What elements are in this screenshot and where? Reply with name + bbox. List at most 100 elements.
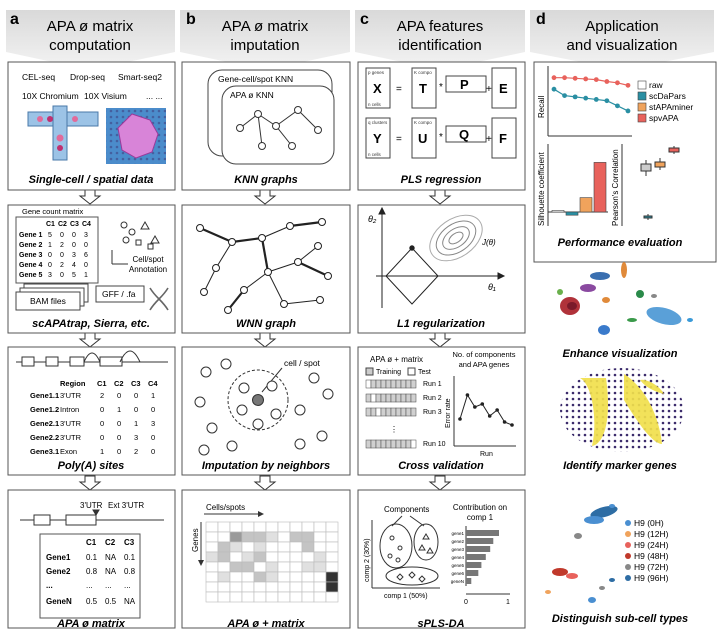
svg-text:⋮: ⋮	[390, 425, 398, 434]
apa-cell: 0.1	[124, 553, 136, 562]
pa-col-header: C2	[114, 379, 124, 388]
recall-point	[583, 95, 589, 101]
pa-cell: 3'UTR	[60, 419, 82, 428]
heatmap-cell	[313, 531, 327, 543]
cv-fold-cell	[400, 393, 407, 403]
pa-cell: 0	[117, 433, 121, 442]
heatmap-cell	[253, 561, 267, 573]
heatmap-cell	[265, 581, 279, 593]
heatmap-cell	[265, 591, 279, 603]
panel-apa-matrix: 3'UTR Ext 3'UTR C1 C2 C3 Gene1 0.1 NA 0.…	[7, 489, 176, 630]
cv-fold-cell	[395, 407, 402, 417]
tech-smart-seq2: Smart-seq2	[118, 72, 162, 82]
cv-fold-cell	[400, 439, 407, 449]
gc-cell: 0	[84, 262, 88, 269]
heatmap-cell	[301, 551, 315, 563]
time-legend-dot	[625, 575, 631, 581]
panel-enhance-visualization: Enhance visualization	[557, 262, 693, 360]
j-theta-label: J(θ)	[481, 238, 496, 247]
cv-fold-cell	[370, 439, 377, 449]
cv-fold-cell	[375, 439, 382, 449]
spls-bar	[466, 570, 479, 576]
pls-t: T	[419, 81, 427, 96]
apa-row-label: ...	[46, 581, 53, 590]
apa-cell: 0.1	[86, 553, 98, 562]
recall-point	[615, 80, 620, 86]
heatmap-cell	[265, 541, 279, 553]
column-a-title-1: APA ø matrix	[47, 18, 134, 35]
panel-marker-genes: Identify marker genes	[560, 368, 684, 472]
heatmap-cell	[325, 521, 339, 533]
heatmap-cell	[313, 551, 327, 563]
panel-cross-validation: APA ø + matrix Training Test Run 1 Run 2…	[357, 346, 526, 476]
svg-text:=: =	[396, 84, 402, 95]
legend-label: spvAPA	[649, 113, 679, 123]
heatmap-cell	[301, 541, 315, 553]
cv-fold-cell	[405, 439, 412, 449]
apa-col-header: C1	[86, 538, 97, 547]
gc-cell: 2	[60, 242, 64, 249]
gc-cell: 0	[84, 242, 88, 249]
pa-cell: 0	[100, 433, 104, 442]
cv-fold-cell	[390, 439, 397, 449]
apa-matrix-table: C1 C2 C3 Gene1 0.1 NA 0.1 Gene2 0.8 NA 0…	[46, 538, 136, 606]
spatial-tissue-icon	[560, 368, 684, 452]
spls-xlabel: comp 1 (50%)	[384, 593, 428, 600]
pa-cell: 3	[134, 433, 138, 442]
cv-run-3: Run 3	[423, 409, 442, 416]
heatmap-cell	[313, 541, 327, 553]
gc-row-label: Gene 1	[19, 232, 42, 239]
pa-cell: 0	[151, 405, 155, 414]
gc-row-label: Gene 5	[19, 272, 42, 279]
heatmap-cell	[265, 531, 279, 543]
heatmap-cell	[241, 521, 255, 533]
cv-fold-cell	[390, 407, 397, 417]
panel-scapatrap: Gene count matrix C1 C2 C3 C4 Gene 1 5 0…	[7, 204, 176, 334]
heatmap-cell	[229, 581, 243, 593]
spls-bar	[466, 578, 472, 584]
pa-cell: 1	[151, 391, 155, 400]
apa-cell: 0.5	[86, 597, 98, 606]
heatmap-cell	[217, 561, 231, 573]
column-c-title-1: APA features	[397, 18, 483, 35]
recall-chart	[551, 75, 631, 114]
l1-plot-icon	[376, 206, 506, 308]
heatmap-cell	[253, 551, 267, 563]
time-legend: H9 (0H)H9 (12H)H9 (24H)H9 (48H)H9 (72H)H…	[625, 518, 669, 583]
pls-f: F	[499, 131, 507, 146]
heatmap-cell	[217, 551, 231, 563]
time-legend-label: H9 (96H)	[634, 573, 669, 583]
cv-error-point	[473, 405, 477, 409]
cv-fold-cell	[380, 439, 387, 449]
recall-point	[625, 82, 631, 88]
svg-text:*: *	[439, 132, 443, 143]
heatmap-cell	[205, 521, 219, 533]
gc-col-header: C2	[58, 221, 67, 228]
cv-fold-cell	[385, 407, 392, 417]
recall-point	[604, 79, 610, 84]
cv-run-2: Run 2	[423, 395, 442, 402]
cv-folds	[365, 379, 417, 449]
cell-type-scatter-icon	[545, 504, 618, 603]
apa-row-label: GeneN	[46, 597, 72, 606]
pa-cell: 1	[134, 419, 138, 428]
caption-cross-validation: Cross validation	[398, 460, 484, 472]
heatmap-cell	[277, 521, 291, 533]
heatmap-cell	[277, 531, 291, 543]
pls-note: n cells	[368, 102, 382, 107]
heatmap-cell	[265, 521, 279, 533]
apa-cell: ...	[86, 581, 93, 590]
heatmap-cell	[229, 571, 243, 583]
pls-note: p genes	[368, 70, 385, 75]
cv-fold-cell	[410, 393, 417, 403]
heatmap-cell	[289, 581, 303, 593]
spls-gene-label: gene2	[451, 539, 464, 544]
gff-fa-label: GFF / .fa	[102, 289, 136, 299]
gc-row-label: Gene 3	[19, 252, 42, 259]
recall-point	[551, 75, 557, 81]
gc-cell: 1	[84, 272, 88, 279]
heatmap-cell	[217, 581, 231, 593]
caption-sub-cell-types: Distinguish sub-cell types	[552, 613, 688, 625]
flow-arrows	[78, 189, 452, 491]
cv-fold-cell	[365, 393, 372, 403]
